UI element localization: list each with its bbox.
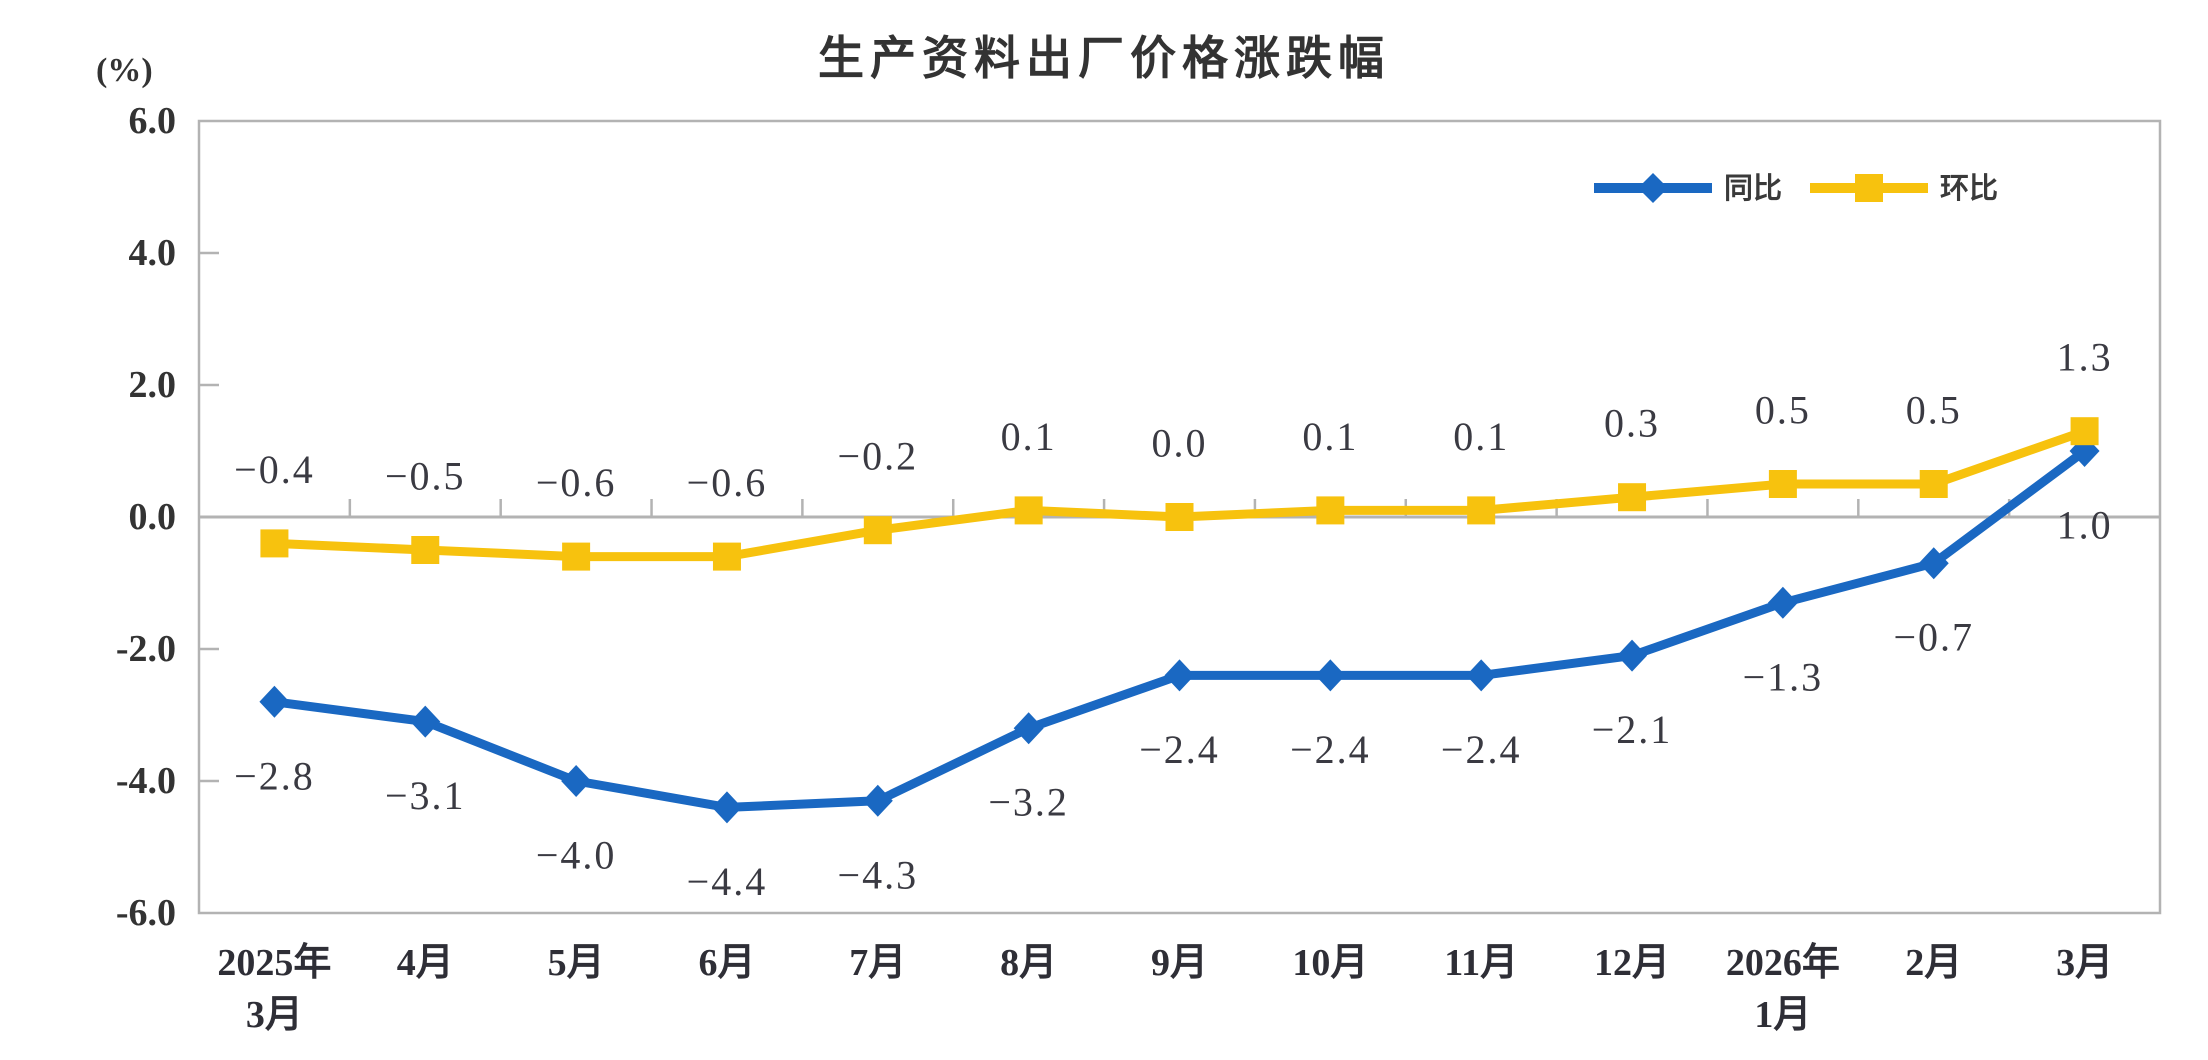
data-point-marker [1466, 659, 1497, 692]
x-axis-label: 2025年 [217, 942, 331, 984]
data-point-label: 0.1 [1001, 414, 1057, 459]
data-point-marker [561, 765, 592, 797]
legend-item-yoy: 同比 [1592, 168, 1782, 208]
data-point-marker [711, 791, 742, 824]
data-point-label: 0.1 [1302, 414, 1358, 459]
data-point-label: −0.5 [385, 454, 466, 499]
data-point-marker [1617, 639, 1648, 672]
data-point-label: −4.3 [838, 852, 919, 897]
y-axis-tick-label: -2.0 [116, 628, 176, 670]
x-axis-label: 3月 [2056, 942, 2113, 984]
chart-title: 生产资料出厂价格涨跌幅 [818, 31, 1390, 85]
data-point-label: 0.0 [1152, 421, 1208, 466]
legend-label-yoy: 同比 [1724, 170, 1783, 205]
data-point-marker [1467, 496, 1496, 525]
data-point-label: 0.1 [1453, 414, 1509, 459]
y-axis-unit-label: (%) [96, 52, 153, 89]
data-point-label: −2.4 [1441, 727, 1522, 772]
data-point-marker [712, 542, 741, 571]
x-axis-label: 2026年 [1726, 942, 1840, 984]
data-point-marker [2070, 417, 2099, 446]
data-point-marker [411, 536, 440, 564]
data-point-label: −4.0 [536, 833, 617, 878]
y-axis-tick-label: -4.0 [116, 760, 176, 802]
data-point-label: −3.1 [385, 773, 466, 818]
y-axis-tick-label: -6.0 [116, 892, 176, 934]
y-axis-tick-label: 0.0 [129, 496, 177, 538]
x-axis-label: 8月 [1000, 942, 1057, 984]
data-point-marker [1918, 547, 1949, 580]
y-axis-tick-label: 4.0 [129, 232, 177, 274]
data-point-marker [562, 542, 591, 571]
x-axis-label: 11月 [1444, 942, 1518, 984]
x-axis-label: 4月 [397, 942, 454, 984]
x-axis-label: 6月 [698, 942, 755, 984]
x-axis-label: 5月 [548, 942, 605, 984]
x-axis-label: 2月 [1905, 942, 1962, 984]
data-point-label: −1.3 [1743, 654, 1824, 699]
data-point-label: −0.6 [687, 460, 768, 505]
data-point-marker [1618, 483, 1647, 512]
data-point-label: 0.3 [1604, 401, 1660, 446]
x-axis-label: 10月 [1292, 942, 1368, 984]
data-point-marker [1316, 496, 1345, 525]
data-point-marker [1315, 659, 1346, 692]
data-point-label: 0.5 [1906, 388, 1962, 433]
data-point-marker [1919, 470, 1948, 498]
data-point-label: −2.4 [1139, 727, 1220, 772]
data-point-label: 1.0 [2057, 503, 2113, 548]
data-point-marker [410, 705, 441, 738]
legend-item-mom: 环比 [1808, 168, 1998, 208]
data-point-marker [1768, 470, 1797, 498]
data-point-marker [862, 784, 893, 817]
x-axis-label: 1月 [1754, 994, 1811, 1036]
data-point-label: 0.5 [1755, 388, 1811, 433]
data-point-marker [260, 529, 289, 558]
data-point-marker [863, 516, 892, 545]
legend: 同比 环比 [1592, 168, 1998, 208]
data-point-marker [1014, 496, 1043, 525]
x-axis-label: 3月 [246, 994, 303, 1036]
data-point-label: −2.1 [1592, 707, 1673, 752]
data-point-label: −2.4 [1290, 727, 1371, 772]
data-point-label: −0.4 [234, 447, 315, 492]
x-axis-label: 7月 [849, 942, 906, 984]
data-point-label: −0.2 [838, 434, 919, 479]
data-point-marker [1164, 659, 1195, 692]
data-point-label: 1.3 [2057, 335, 2113, 380]
y-axis-tick-label: 2.0 [129, 364, 177, 406]
data-point-label: −3.2 [988, 780, 1069, 825]
x-axis-label: 9月 [1151, 942, 1208, 984]
data-point-marker [1767, 586, 1798, 619]
data-point-label: −2.8 [234, 753, 315, 798]
data-point-marker [1013, 712, 1044, 745]
data-point-marker [259, 685, 290, 718]
y-axis-tick-label: 6.0 [129, 100, 177, 142]
data-point-label: −0.6 [536, 460, 617, 505]
x-axis-label: 12月 [1594, 942, 1670, 984]
data-point-marker [1165, 503, 1194, 531]
data-point-label: −0.7 [1893, 615, 1974, 660]
data-point-label: −4.4 [687, 859, 768, 904]
legend-swatch-mom-icon [1810, 174, 1929, 202]
legend-swatch-yoy-icon [1594, 173, 1712, 203]
legend-label-mom: 环比 [1940, 170, 1999, 205]
